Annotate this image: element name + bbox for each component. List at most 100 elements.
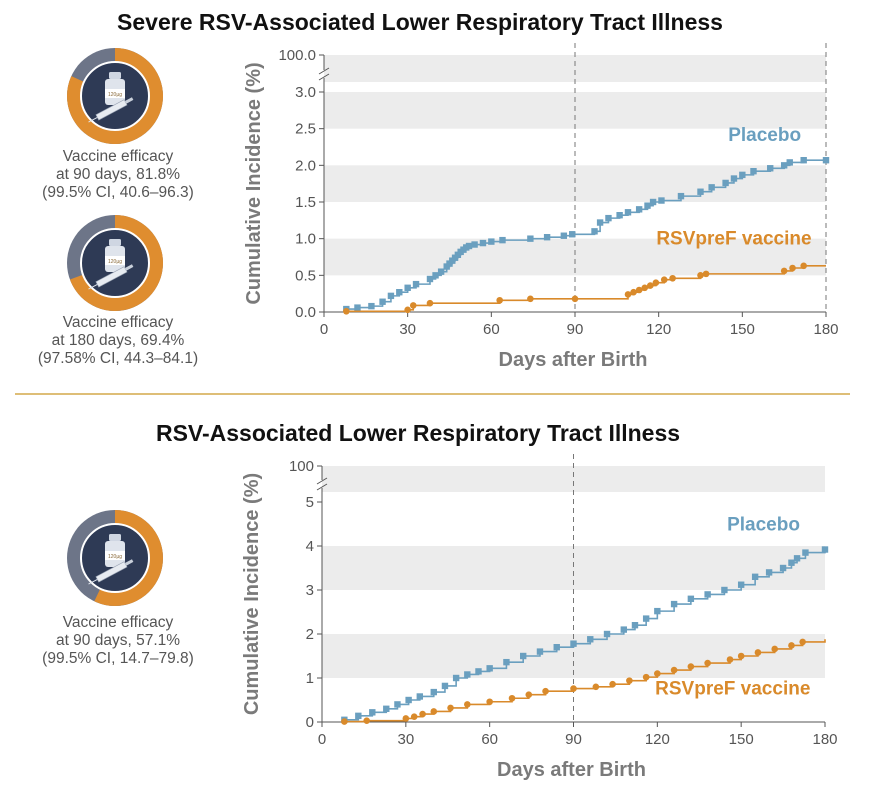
data-point-placebo xyxy=(739,171,746,179)
data-point-placebo xyxy=(670,600,678,608)
data-point-vaccine xyxy=(647,282,654,289)
data-point-placebo xyxy=(624,209,632,216)
data-point-placebo xyxy=(503,658,510,666)
syringe-needle xyxy=(88,116,98,123)
data-point-vaccine xyxy=(410,713,418,721)
data-point-placebo xyxy=(437,268,445,275)
data-point-vaccine xyxy=(800,262,807,270)
panel-severe: Severe RSV-Associated Lower Respiratory … xyxy=(117,9,838,371)
data-point-vaccine xyxy=(426,299,434,307)
data-point-placebo xyxy=(730,175,738,182)
syringe-plunger xyxy=(124,264,134,271)
x-tick-label: 90 xyxy=(565,731,582,748)
x-tick-label: 30 xyxy=(399,321,416,338)
data-point-placebo xyxy=(452,674,460,682)
data-point-placebo xyxy=(379,298,386,305)
vial-label xyxy=(105,551,125,560)
x-tick-label: 0 xyxy=(320,321,328,338)
data-point-placebo xyxy=(499,236,506,244)
vial-label-text: 120µg xyxy=(108,554,122,560)
x-tick-label: 30 xyxy=(397,731,414,748)
y-tick-label: 2 xyxy=(306,626,314,643)
data-point-placebo xyxy=(644,202,651,209)
x-axis-label: Days after Birth xyxy=(499,349,648,371)
data-point-placebo xyxy=(616,212,623,219)
data-point-placebo xyxy=(394,701,401,708)
data-point-vaccine xyxy=(642,673,650,681)
vial-label xyxy=(105,89,125,98)
data-point-vaccine xyxy=(363,717,371,724)
data-point-placebo xyxy=(383,705,390,712)
data-point-vaccine xyxy=(641,284,649,292)
data-point-placebo xyxy=(486,665,493,672)
vial-cap xyxy=(109,72,121,79)
data-point-placebo xyxy=(658,197,665,204)
data-point-vaccine xyxy=(609,680,616,688)
data-point-vaccine xyxy=(542,687,549,695)
data-point-placebo xyxy=(368,302,375,310)
data-point-placebo xyxy=(404,284,411,291)
data-point-vaccine xyxy=(592,683,600,691)
data-point-vaccine xyxy=(654,670,661,677)
data-point-placebo xyxy=(708,184,715,191)
data-point-vaccine xyxy=(704,659,711,667)
data-point-placebo xyxy=(570,640,577,647)
vial-label-text: 120µg xyxy=(108,259,122,265)
data-point-vaccine xyxy=(771,645,778,653)
data-point-placebo xyxy=(822,157,830,164)
efficacy-text-line: (99.5% CI, 40.6–96.3) xyxy=(42,184,194,201)
data-point-placebo xyxy=(405,696,412,704)
x-tick-label: 150 xyxy=(730,321,755,338)
data-point-placebo xyxy=(788,559,795,566)
data-point-placebo xyxy=(569,231,576,238)
data-point-placebo xyxy=(780,162,788,169)
series-label-placebo: Placebo xyxy=(727,515,800,536)
data-point-placebo xyxy=(635,206,643,213)
data-point-placebo xyxy=(767,165,774,172)
chart-title: Severe RSV-Associated Lower Respiratory … xyxy=(117,9,723,35)
efficacy-text-line: (99.5% CI, 14.7–79.8) xyxy=(42,650,194,667)
data-point-placebo xyxy=(587,636,594,643)
syringe-icon xyxy=(88,559,134,585)
series-label-placebo: Placebo xyxy=(728,125,801,146)
data-point-placebo xyxy=(560,232,568,239)
data-point-placebo xyxy=(793,555,801,562)
x-tick-label: 120 xyxy=(646,321,671,338)
data-point-placebo xyxy=(802,549,809,556)
vial-cap xyxy=(109,534,121,541)
x-tick-label: 60 xyxy=(481,731,498,748)
data-point-placebo xyxy=(412,280,420,288)
data-point-placebo xyxy=(649,198,657,206)
vial-icon: 120µg xyxy=(105,239,125,272)
syringe-icon xyxy=(88,264,134,290)
data-point-vaccine xyxy=(726,656,734,663)
x-axis-label: Days after Birth xyxy=(497,759,646,781)
data-point-placebo xyxy=(786,159,793,166)
data-point-placebo xyxy=(704,591,711,598)
y-tick-label: 1.0 xyxy=(295,231,316,248)
vial-cap xyxy=(109,239,121,246)
data-point-placebo xyxy=(396,289,403,296)
data-point-vaccine xyxy=(652,279,660,286)
data-point-vaccine xyxy=(669,274,676,282)
y-tick-label: 3 xyxy=(306,582,314,599)
data-point-vaccine xyxy=(464,701,471,708)
data-point-placebo xyxy=(432,272,439,279)
data-point-placebo xyxy=(479,239,487,247)
efficacy-text-line: at 180 days, 69.4% xyxy=(52,332,185,349)
data-point-placebo xyxy=(591,228,598,235)
data-point-vaccine xyxy=(737,652,745,660)
data-point-vaccine xyxy=(697,272,704,279)
syringe-icon xyxy=(88,97,134,123)
vial-label-text: 120µg xyxy=(108,92,122,98)
data-point-placebo xyxy=(553,644,560,651)
data-point-vaccine xyxy=(525,691,533,699)
x-tick-label: 0 xyxy=(318,731,326,748)
data-point-vaccine xyxy=(409,302,417,309)
data-point-placebo xyxy=(543,234,551,241)
x-tick-label: 180 xyxy=(812,731,837,748)
data-point-placebo xyxy=(416,693,424,700)
data-point-vaccine xyxy=(570,685,577,692)
grid-band-top xyxy=(324,55,826,82)
